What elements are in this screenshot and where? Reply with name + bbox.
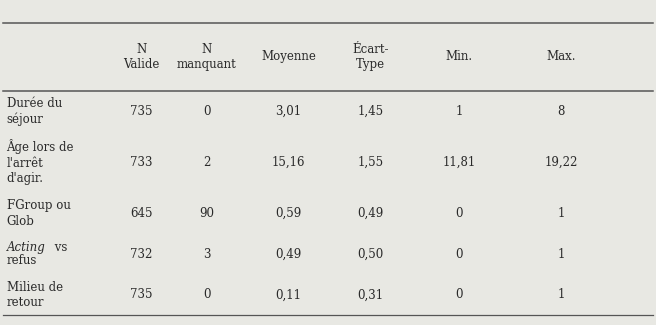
Text: 0,11: 0,11	[276, 288, 302, 301]
Text: 0,49: 0,49	[358, 207, 384, 220]
Text: N
manquant: N manquant	[176, 43, 237, 71]
Text: 0: 0	[455, 248, 463, 261]
Text: 733: 733	[130, 156, 152, 169]
Text: 3,01: 3,01	[276, 105, 302, 118]
Text: 0: 0	[203, 288, 211, 301]
Text: 2: 2	[203, 156, 211, 169]
Text: vs: vs	[51, 241, 68, 254]
Text: 645: 645	[130, 207, 152, 220]
Text: Milieu de
retour: Milieu de retour	[7, 280, 63, 309]
Text: 1: 1	[455, 105, 463, 118]
Text: FGroup ou
Glob: FGroup ou Glob	[7, 199, 70, 227]
Text: 3: 3	[203, 248, 211, 261]
Text: refus: refus	[7, 254, 37, 267]
Text: 0,50: 0,50	[358, 248, 384, 261]
Text: N
Valide: N Valide	[123, 43, 159, 71]
Text: 1: 1	[557, 248, 565, 261]
Text: 1: 1	[557, 207, 565, 220]
Text: Acting: Acting	[7, 241, 45, 254]
Text: 0: 0	[455, 288, 463, 301]
Text: 90: 90	[199, 207, 214, 220]
Text: 732: 732	[130, 248, 152, 261]
Text: 1,45: 1,45	[358, 105, 384, 118]
Text: 0: 0	[203, 105, 211, 118]
Text: 1: 1	[557, 288, 565, 301]
Text: 19,22: 19,22	[544, 156, 577, 169]
Text: 11,81: 11,81	[443, 156, 476, 169]
Text: 15,16: 15,16	[272, 156, 306, 169]
Text: Écart-
Type: Écart- Type	[352, 43, 389, 71]
Text: 735: 735	[130, 105, 152, 118]
Text: 735: 735	[130, 288, 152, 301]
Text: Max.: Max.	[546, 50, 575, 63]
Text: 1,55: 1,55	[358, 156, 384, 169]
Text: 0,59: 0,59	[276, 207, 302, 220]
Text: 8: 8	[557, 105, 565, 118]
Text: Durée du
séjour: Durée du séjour	[7, 97, 62, 126]
Text: Âge lors de
l'arrêt
d'agir.: Âge lors de l'arrêt d'agir.	[7, 139, 74, 185]
Text: 0,31: 0,31	[358, 288, 384, 301]
Text: Moyenne: Moyenne	[261, 50, 316, 63]
Text: 0: 0	[455, 207, 463, 220]
Text: 0,49: 0,49	[276, 248, 302, 261]
Text: Min.: Min.	[445, 50, 473, 63]
